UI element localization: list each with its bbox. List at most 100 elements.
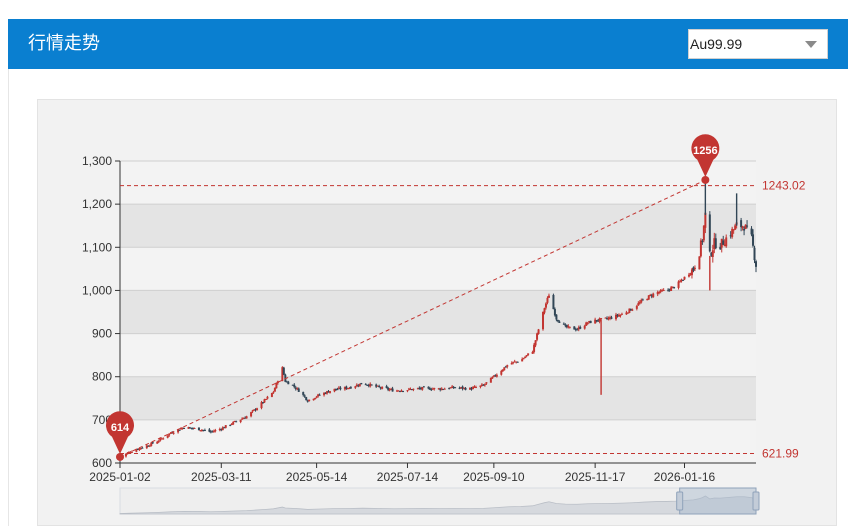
candle-body bbox=[647, 295, 650, 300]
data-zoom-slider[interactable] bbox=[119, 487, 760, 515]
candle-body bbox=[683, 276, 686, 280]
candle-body bbox=[211, 431, 214, 433]
candle-body bbox=[305, 397, 308, 401]
candle-body bbox=[576, 329, 579, 331]
candle-body bbox=[600, 318, 603, 320]
y-tick-label: 900 bbox=[92, 327, 112, 341]
candle-body bbox=[348, 387, 351, 389]
candle-body bbox=[556, 319, 559, 322]
candle-body bbox=[573, 326, 576, 330]
candle-body bbox=[595, 320, 598, 322]
candle-body bbox=[203, 430, 206, 432]
x-tick-label: 2025-01-02 bbox=[89, 470, 151, 484]
candle-body bbox=[537, 329, 540, 334]
candle-body bbox=[437, 388, 440, 390]
candle-body bbox=[285, 381, 288, 383]
candle-body bbox=[753, 247, 756, 261]
candle-body bbox=[296, 388, 299, 390]
candle-body bbox=[180, 428, 183, 430]
candle-body bbox=[187, 427, 190, 429]
candle-body bbox=[171, 432, 174, 434]
candle-body bbox=[147, 445, 150, 447]
candle-body bbox=[631, 309, 634, 311]
candle-body bbox=[183, 428, 186, 430]
candle-body bbox=[214, 430, 217, 432]
candle-body bbox=[245, 416, 248, 419]
candle-body bbox=[136, 448, 139, 450]
zoom-window[interactable] bbox=[679, 487, 757, 515]
candle-body bbox=[607, 318, 610, 320]
candle-body bbox=[616, 314, 619, 316]
candle-body bbox=[589, 320, 592, 324]
candle-body bbox=[312, 398, 315, 401]
candle-body bbox=[191, 427, 194, 429]
candle-body bbox=[193, 427, 196, 429]
candle-body bbox=[376, 385, 379, 387]
candle-body bbox=[585, 322, 588, 326]
candle-body bbox=[579, 326, 582, 329]
candle-body bbox=[260, 402, 263, 409]
x-tick-label: 2025-03-11 bbox=[191, 470, 252, 484]
candle-body bbox=[720, 238, 723, 248]
candle-body bbox=[734, 225, 737, 230]
y-tick-label: 1,200 bbox=[82, 197, 112, 211]
candle-body bbox=[369, 383, 372, 387]
grid-band bbox=[120, 204, 756, 248]
candle-body bbox=[416, 388, 419, 390]
candle-body bbox=[658, 292, 661, 294]
candle-body bbox=[483, 384, 486, 386]
candle-body bbox=[256, 408, 259, 411]
candle-body bbox=[606, 317, 609, 319]
candle-body bbox=[221, 427, 224, 431]
candle-body bbox=[388, 389, 391, 391]
candle-body bbox=[159, 438, 162, 441]
candle-body bbox=[428, 388, 431, 390]
candle-body bbox=[406, 390, 409, 392]
x-tick-label: 2026-01-16 bbox=[654, 470, 716, 484]
candle-body bbox=[315, 396, 318, 398]
candle-body bbox=[536, 333, 539, 340]
candle-body bbox=[500, 371, 503, 375]
candle-body bbox=[148, 445, 151, 447]
candle-body bbox=[740, 220, 743, 228]
chevron-down-icon[interactable] bbox=[805, 41, 817, 48]
candle-body bbox=[668, 289, 671, 291]
candle-body bbox=[251, 410, 254, 412]
candle-body bbox=[390, 388, 393, 390]
candle-body bbox=[546, 297, 549, 303]
candle-body bbox=[261, 402, 264, 404]
trend-line bbox=[119, 179, 706, 458]
candle-body bbox=[577, 327, 580, 330]
candle-body bbox=[230, 423, 233, 425]
candle-body bbox=[746, 225, 749, 227]
candle-body bbox=[725, 237, 728, 247]
zoom-handle-start[interactable] bbox=[676, 491, 684, 511]
candle-body bbox=[598, 318, 601, 322]
candle-body bbox=[273, 388, 276, 392]
candle-body bbox=[635, 305, 638, 309]
candle-body bbox=[494, 375, 497, 377]
candle-body bbox=[662, 290, 665, 292]
candle-body bbox=[448, 388, 451, 390]
candle-body bbox=[270, 392, 273, 397]
candle-body bbox=[594, 319, 597, 324]
candle-body bbox=[671, 286, 674, 288]
candle-body bbox=[323, 392, 326, 396]
zoom-handle-end[interactable] bbox=[752, 491, 760, 511]
candle-body bbox=[381, 386, 384, 389]
candle-body bbox=[713, 238, 716, 250]
candle-body bbox=[702, 225, 705, 241]
price-chart-area: 600 700 800 900 1,000 1,100 1,200 1,300 2025-01-… bbox=[37, 99, 837, 526]
candle-body bbox=[326, 391, 329, 394]
candle-body bbox=[492, 375, 495, 377]
candle-body bbox=[407, 388, 410, 390]
candle-body bbox=[641, 299, 644, 301]
candle-body bbox=[431, 388, 434, 390]
candle-body bbox=[124, 453, 127, 457]
candle-body bbox=[200, 429, 203, 431]
candle-body bbox=[166, 435, 169, 438]
candle-body bbox=[354, 386, 357, 388]
candle-body bbox=[722, 240, 725, 245]
candle-body bbox=[282, 367, 285, 375]
product-select[interactable]: Au99.99 bbox=[688, 29, 828, 59]
